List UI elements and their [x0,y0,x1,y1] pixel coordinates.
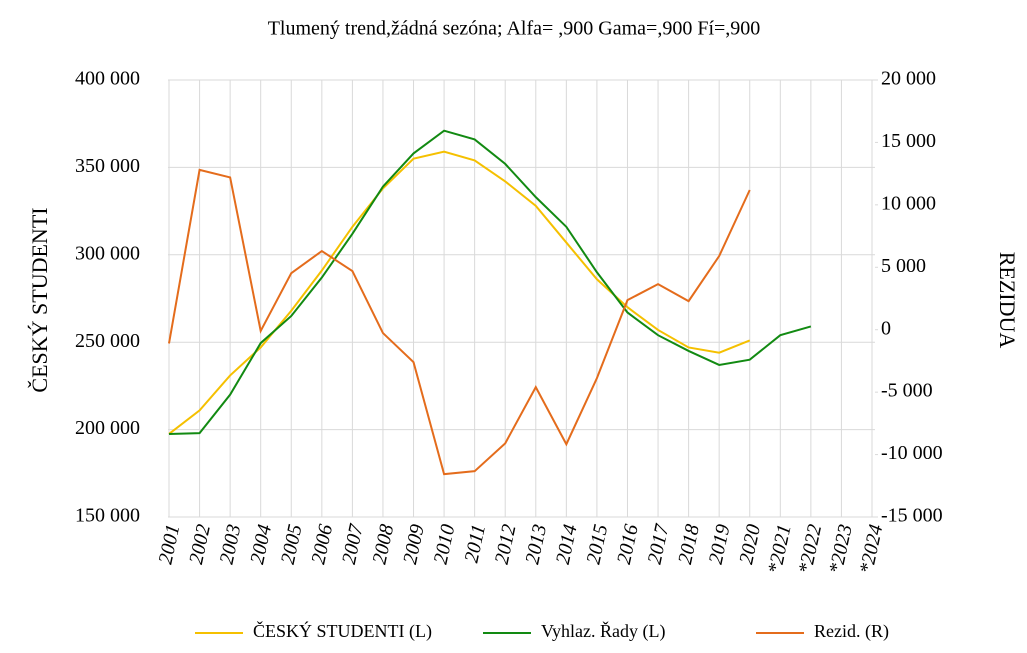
x-tick-label: *2024 [855,522,887,575]
legend-label: Vyhlaz. Řady (L) [541,620,665,642]
y2-tick-label: -5 000 [881,380,933,402]
legend-label: Rezid. (R) [814,621,889,642]
y-tick-label: 200 000 [75,417,140,439]
x-tick-label: 2014 [552,522,582,566]
y2-tick-label: 10 000 [881,192,936,214]
data-line [168,168,751,476]
x-tick-label: 2009 [399,522,429,566]
y2-tick-label: -15 000 [881,505,943,527]
x-tick-label: *2022 [794,522,826,575]
x-tick-label: *2021 [764,522,796,575]
x-tick-label: 2016 [613,522,643,566]
x-tick-label: 2020 [735,522,765,566]
y-tick-label: 350 000 [75,155,140,177]
y2-tick-label: 0 [881,317,891,339]
chart-title: Tlumený trend,žádná sezóna; Alfa= ,900 G… [268,18,761,40]
x-tick-label: 2007 [338,521,368,566]
x-tick-label: *2023 [825,522,857,575]
x-tick-label: 2006 [307,522,337,566]
y-tick-label: 150 000 [75,505,140,527]
x-tick-label: 2001 [155,522,185,566]
x-tick-label: 2018 [674,522,704,566]
y-tick-label: 400 000 [75,68,140,90]
x-tick-label: 2019 [705,522,735,566]
x-tick-label: 2011 [461,522,491,564]
x-tick-label: 2002 [185,522,215,566]
data-line [168,129,812,435]
x-tick-label: 2017 [644,521,674,566]
data-line [168,150,751,435]
y-tick-label: 250 000 [75,330,140,352]
x-tick-label: 2013 [521,522,551,566]
x-tick-label: 2012 [491,522,521,566]
y2-tick-label: -10 000 [881,442,943,464]
legend-label: ČESKÝ STUDENTI (L) [253,620,432,642]
y2-tick-label: 20 000 [881,68,936,90]
y-axis-title: ČESKÝ STUDENTI [27,207,52,392]
y-tick-label: 300 000 [75,242,140,264]
y2-axis-title: REZIDUA [995,252,1020,349]
x-tick-label: 2004 [246,522,276,566]
x-tick-label: 2010 [430,522,460,566]
y2-tick-label: 5 000 [881,255,926,277]
x-tick-label: 2003 [216,522,246,566]
y2-tick-label: 15 000 [881,130,936,152]
x-tick-label: 2015 [582,522,612,566]
x-tick-label: 2005 [277,522,307,566]
x-tick-label: 2008 [369,522,399,566]
